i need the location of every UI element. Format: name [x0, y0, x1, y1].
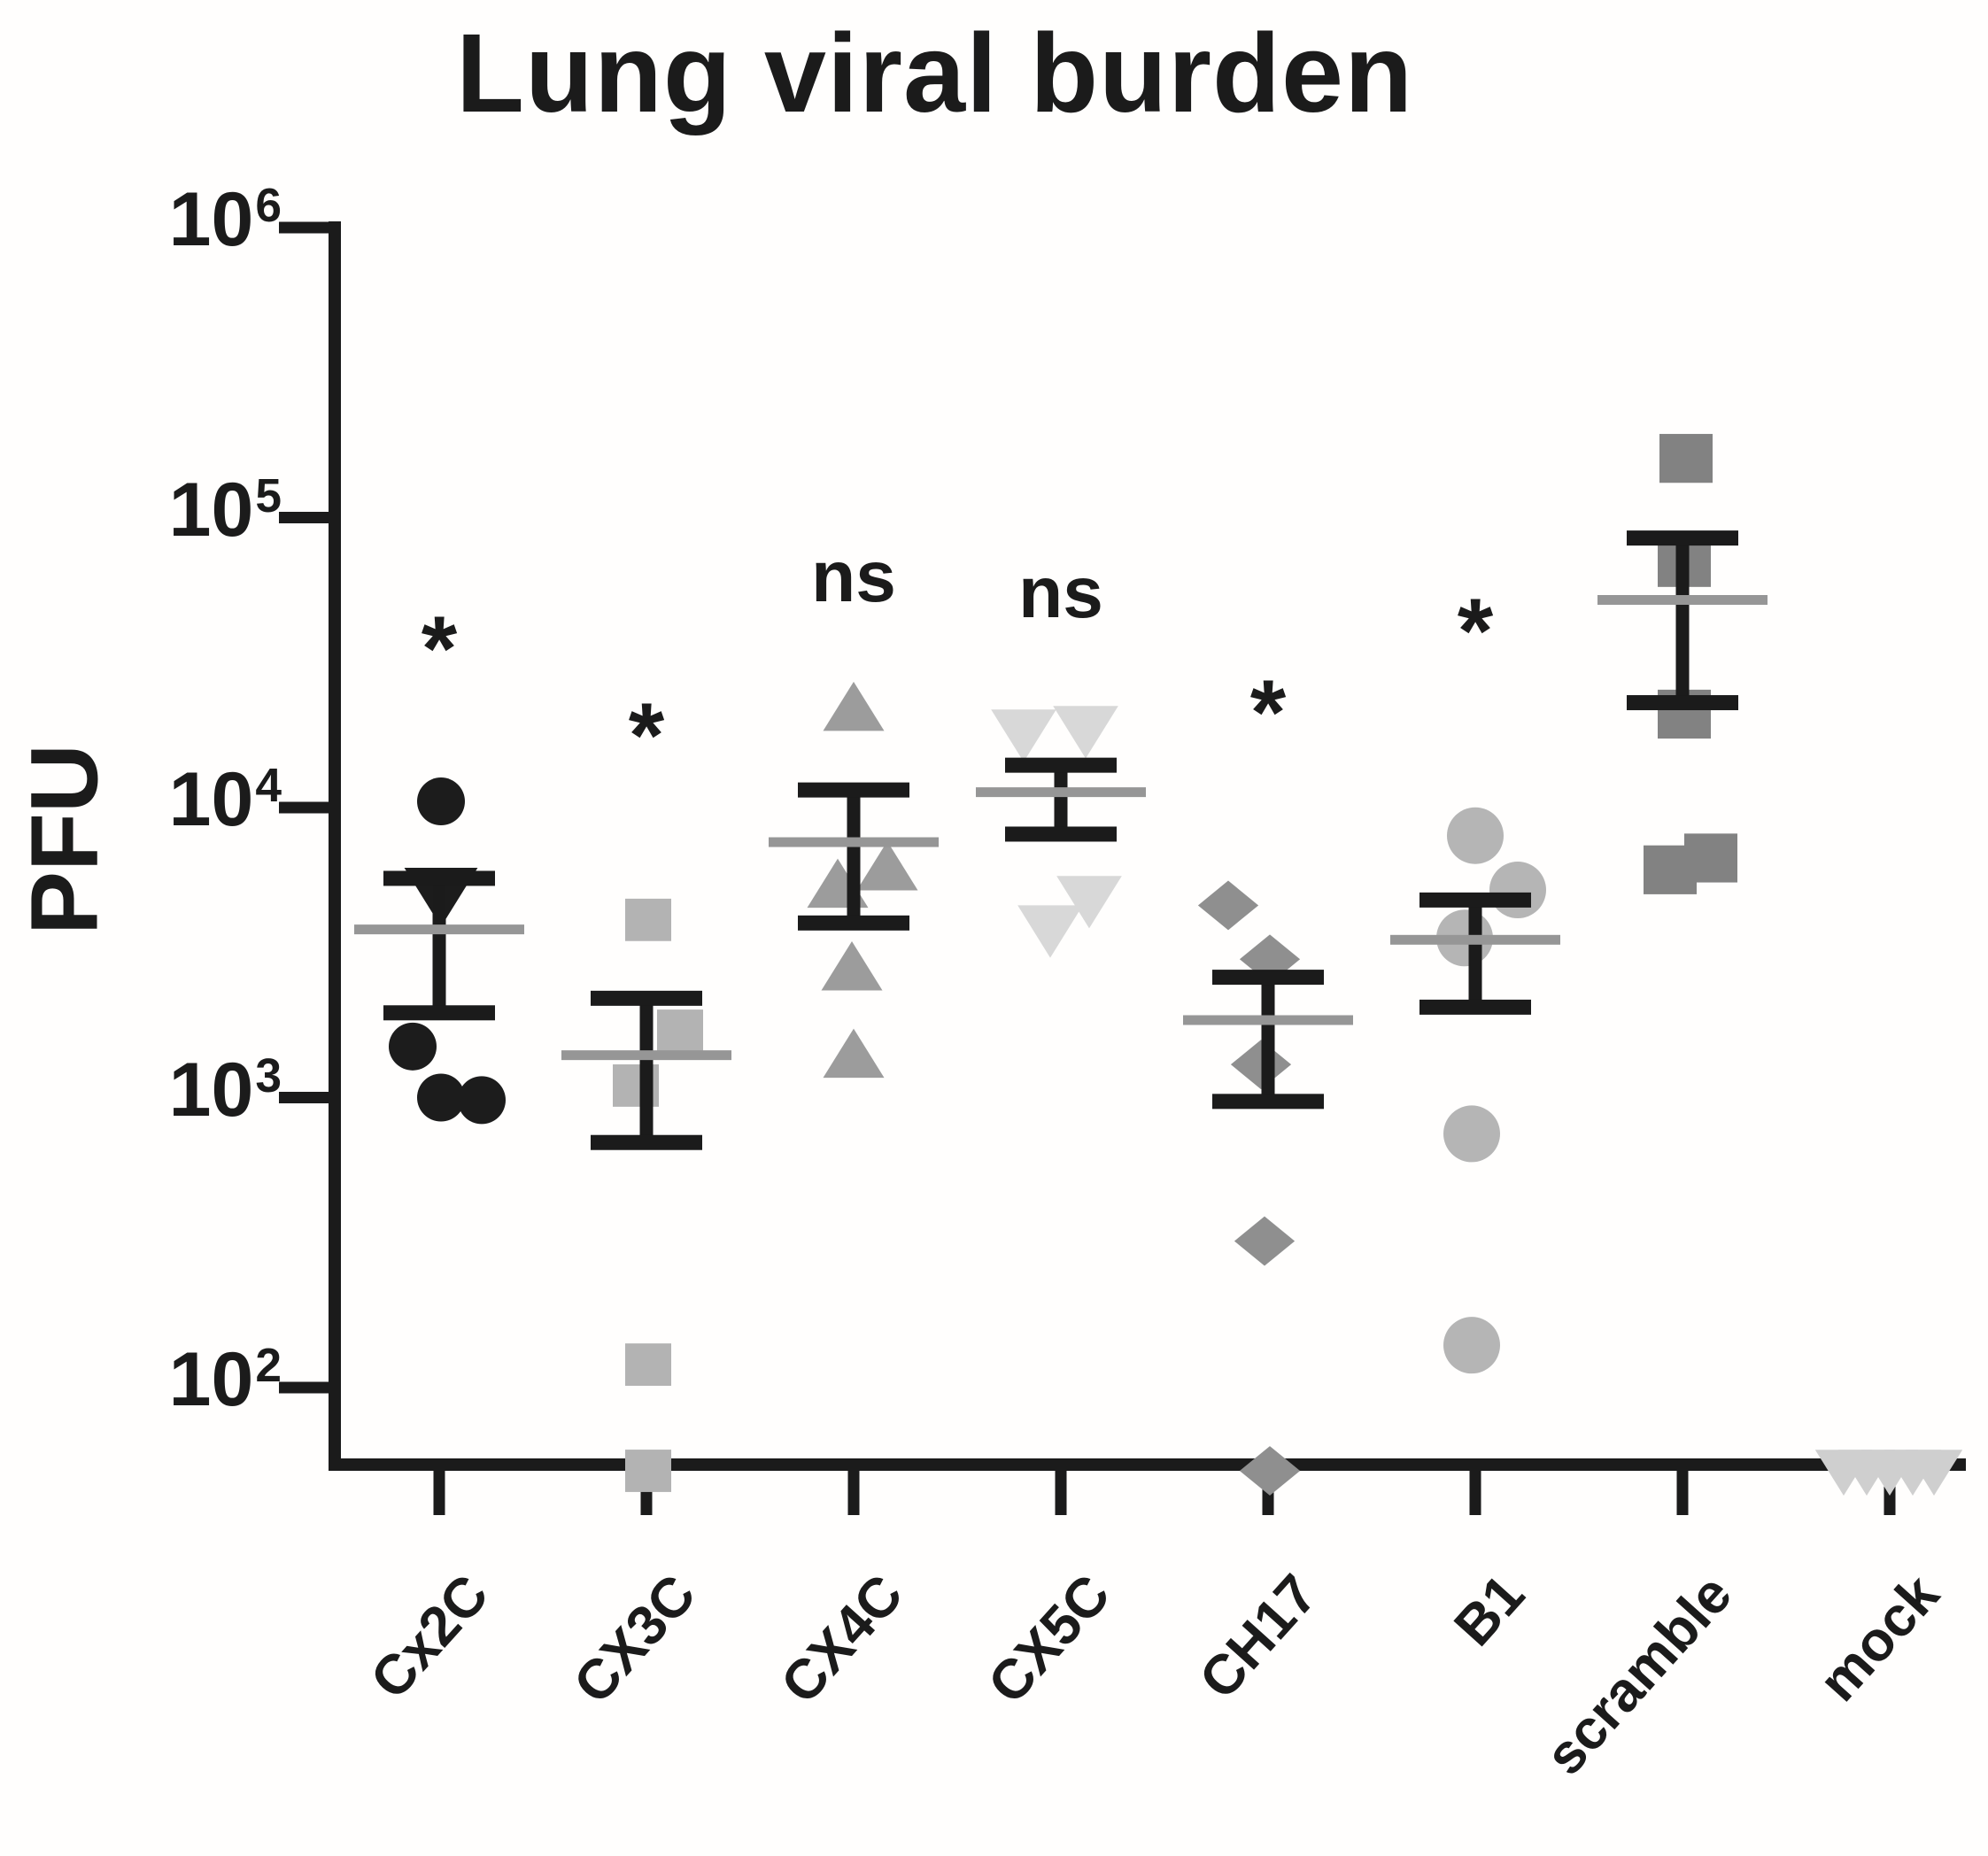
significance-Cx2C: * [421, 597, 458, 700]
significance-CX5C: ns [1018, 552, 1103, 633]
mean-line [769, 837, 939, 847]
data-point [821, 941, 883, 991]
error-bar-cap-top [798, 782, 909, 798]
error-bar-vertical [1261, 977, 1275, 1102]
data-point [458, 1076, 506, 1125]
data-point [625, 1343, 671, 1386]
error-bar-cap-bottom [591, 1134, 702, 1150]
y-tick-mark [279, 801, 341, 814]
y-tick-base: 10 [168, 1047, 254, 1133]
error-bar-cap-bottom [1419, 999, 1531, 1015]
error-bar-vertical [639, 998, 654, 1143]
data-point [1659, 434, 1713, 483]
error-bar-cap-top [1212, 970, 1324, 986]
data-point [625, 898, 671, 941]
error-bar-cap-bottom [1627, 695, 1738, 711]
error-bar-vertical [1468, 900, 1482, 1008]
y-tick-label-10e4: 104 [96, 762, 282, 838]
y-tick-base: 10 [168, 177, 254, 262]
data-point [417, 777, 465, 826]
significance-CH17: * [1249, 661, 1287, 765]
error-bar-cap-bottom [1212, 1094, 1324, 1110]
error-bar-cap-bottom [383, 1005, 495, 1021]
significance-CX4C: ns [811, 537, 896, 618]
x-tick-mark [1055, 1471, 1067, 1515]
data-point [625, 1450, 671, 1492]
data-point [1197, 880, 1259, 931]
y-tick-label-10e6: 106 [96, 182, 282, 258]
data-point [389, 1022, 437, 1071]
y-tick-mark [279, 221, 341, 234]
error-bar-vertical [1675, 537, 1690, 703]
data-point [1644, 845, 1697, 894]
x-tick-mark [433, 1471, 445, 1515]
y-tick-mark [279, 1381, 341, 1394]
data-point [1447, 807, 1504, 864]
data-point [856, 840, 918, 891]
x-tick-mark [1469, 1471, 1481, 1515]
data-point [657, 1009, 703, 1052]
y-tick-label-10e5: 105 [96, 472, 282, 548]
data-point [1053, 706, 1118, 759]
data-point [1234, 1216, 1296, 1266]
mean-line [1597, 595, 1768, 606]
data-point [417, 1073, 465, 1122]
x-tick-mark [1676, 1471, 1689, 1515]
significance-CX3C: * [628, 684, 665, 788]
y-tick-base: 10 [168, 1337, 254, 1422]
y-tick-exponent: 5 [255, 469, 282, 522]
data-point [1017, 905, 1083, 958]
data-point [823, 1028, 885, 1079]
data-point [1239, 934, 1301, 985]
error-bar-cap-bottom [798, 915, 909, 931]
significance-B1: * [1457, 579, 1494, 683]
error-bar-cap-top [591, 990, 702, 1006]
y-tick-base: 10 [168, 757, 254, 842]
mean-line [976, 787, 1146, 798]
y-tick-label-10e3: 103 [96, 1052, 282, 1128]
data-point [1230, 1040, 1292, 1090]
error-bar-cap-top [383, 870, 495, 886]
mean-line [354, 924, 524, 935]
mean-line [1390, 934, 1560, 945]
error-bar-cap-bottom [1005, 826, 1117, 842]
data-point [1905, 1450, 1963, 1496]
data-point [1239, 1446, 1301, 1496]
data-point [1056, 876, 1122, 929]
y-tick-label-10e2: 102 [96, 1342, 282, 1418]
x-tick-mark [847, 1471, 860, 1515]
y-tick-exponent: 2 [255, 1340, 282, 1393]
y-tick-exponent: 4 [255, 760, 282, 813]
y-tick-base: 10 [168, 467, 254, 553]
error-bar-vertical [432, 878, 446, 1013]
y-tick-mark [279, 1092, 341, 1103]
chart-title: Lung viral burden [456, 11, 1414, 135]
x-axis-line [329, 1458, 1966, 1471]
data-point [823, 681, 885, 731]
y-axis-line [329, 221, 341, 1471]
data-point [1489, 862, 1546, 919]
mean-line [1183, 1015, 1353, 1025]
data-point [1443, 1317, 1500, 1374]
y-tick-exponent: 6 [255, 180, 282, 233]
error-bar-vertical [1054, 765, 1068, 834]
y-tick-mark [279, 512, 341, 523]
error-bar-vertical [847, 790, 861, 924]
error-bar-cap-top [1627, 530, 1738, 546]
y-tick-exponent: 3 [255, 1049, 282, 1102]
error-bar-cap-top [1419, 892, 1531, 908]
data-point [1443, 1105, 1500, 1163]
error-bar-cap-top [1005, 757, 1117, 773]
mean-line [561, 1050, 731, 1061]
data-point [991, 709, 1056, 762]
